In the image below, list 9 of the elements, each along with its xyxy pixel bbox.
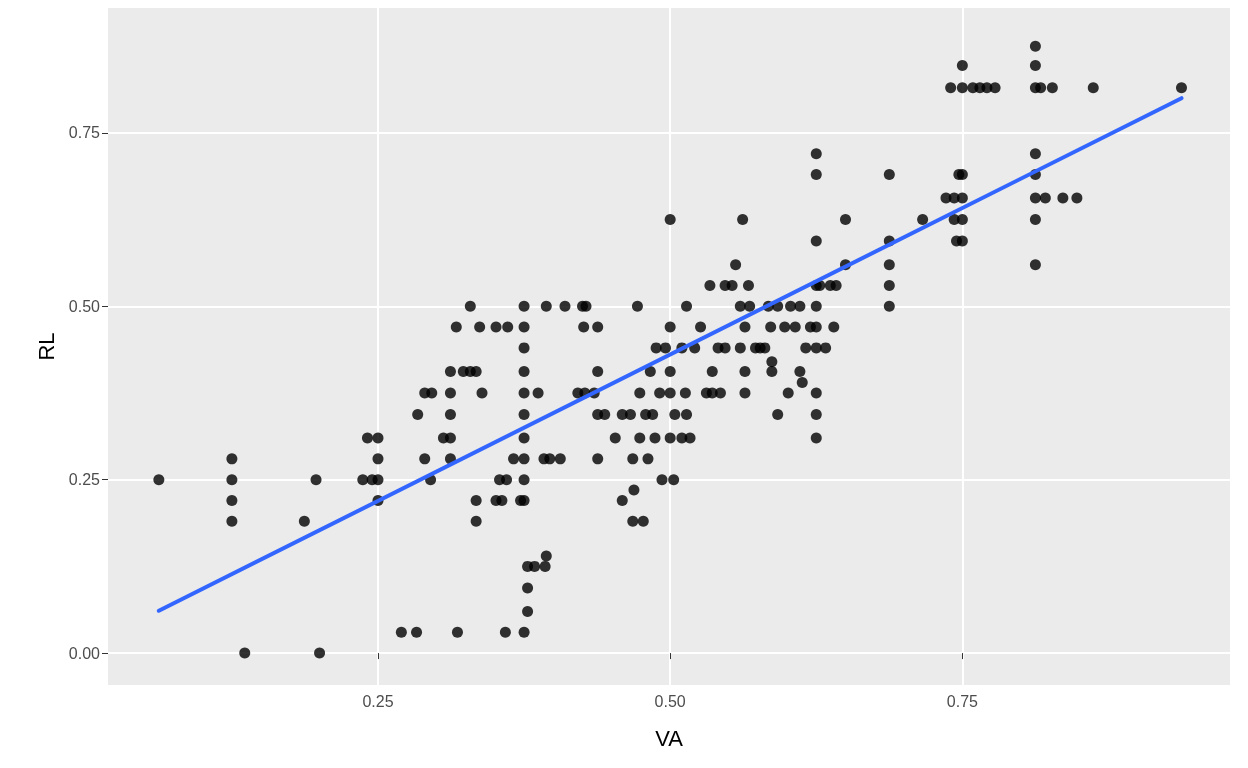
y-tick-label: 0.50 [68,297,101,315]
y-axis-title: RL [34,332,60,361]
x-tick-label: 0.25 [362,692,394,710]
x-axis-title: VA [655,725,684,751]
y-tick-label: 0.25 [68,471,101,489]
y-tick-label: 0.00 [68,644,101,662]
x-tick-label: 0.50 [654,692,686,710]
y-tick-label: 0.75 [68,124,101,142]
x-tick-label: 0.75 [946,692,979,710]
